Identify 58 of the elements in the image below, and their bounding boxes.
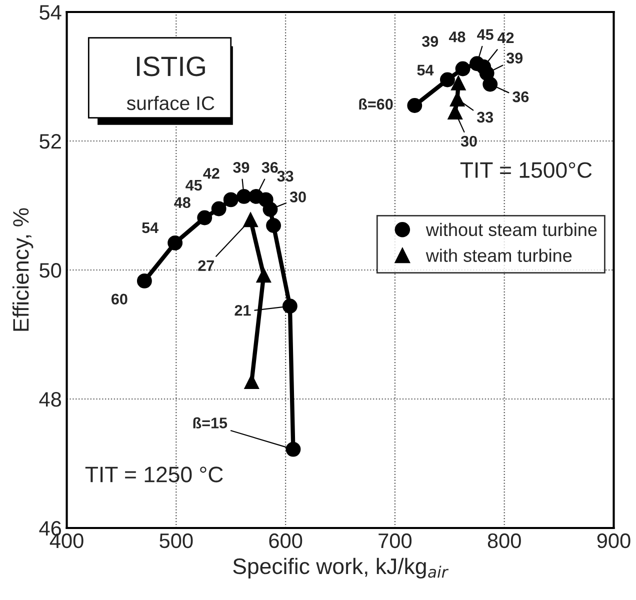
annotation: 36 bbox=[262, 162, 278, 173]
point bbox=[136, 274, 152, 288]
annotation: 36 bbox=[512, 91, 529, 102]
y-tick-label: 54 bbox=[40, 5, 62, 20]
y-tick-label: 50 bbox=[40, 263, 62, 278]
point bbox=[197, 210, 212, 226]
annotation: 48 bbox=[174, 197, 190, 208]
y-tick-label: 52 bbox=[40, 134, 61, 149]
annotation: 30 bbox=[460, 136, 477, 147]
annotation: 42 bbox=[498, 32, 514, 43]
point bbox=[455, 61, 470, 76]
point bbox=[211, 201, 226, 216]
x-axis-title: Specific work, kJ/kg$_{air}$ bbox=[233, 558, 449, 579]
point bbox=[168, 235, 183, 250]
annotation: 30 bbox=[290, 192, 306, 202]
point bbox=[448, 104, 463, 120]
annotation: 33 bbox=[476, 112, 494, 123]
x-tick-label: 500 bbox=[160, 533, 193, 548]
legend-label: without steam turbine bbox=[426, 222, 597, 236]
point bbox=[450, 92, 465, 107]
annotation: 54 bbox=[417, 64, 434, 76]
annotation: ß=15 bbox=[193, 417, 228, 428]
annotation: TIT = 1500°C bbox=[460, 162, 592, 178]
point bbox=[450, 75, 466, 90]
annotation: 45 bbox=[186, 180, 202, 191]
annotation: 33 bbox=[277, 170, 294, 182]
annotation: 39 bbox=[422, 36, 438, 47]
annotation: 42 bbox=[203, 168, 220, 179]
point bbox=[407, 98, 422, 113]
point bbox=[243, 212, 258, 228]
annotation: 48 bbox=[448, 31, 466, 42]
y-axis-title: Efficiency, % bbox=[12, 208, 34, 331]
x-tick-label: 800 bbox=[488, 533, 521, 548]
annotation: TIT = 1250 °C bbox=[85, 466, 223, 482]
annotation: 21 bbox=[234, 304, 251, 316]
point bbox=[223, 192, 238, 208]
annotation: 39 bbox=[233, 162, 250, 173]
point bbox=[262, 202, 278, 217]
x-tick-label: 700 bbox=[378, 533, 412, 548]
point bbox=[440, 72, 455, 88]
annotation: ß=60 bbox=[359, 98, 393, 110]
point bbox=[282, 298, 298, 314]
annotation: 45 bbox=[477, 29, 494, 40]
annotation: surface IC bbox=[126, 96, 214, 110]
annotation: 54 bbox=[142, 222, 158, 234]
point bbox=[266, 218, 281, 233]
annotation: 60 bbox=[112, 294, 128, 305]
point bbox=[286, 442, 301, 457]
x-tick-label: 600 bbox=[269, 533, 302, 548]
annotation: 39 bbox=[506, 52, 523, 64]
legend-label: with steam turbine bbox=[426, 248, 572, 262]
point bbox=[256, 268, 272, 283]
y-tick-label: 48 bbox=[39, 392, 62, 407]
x-tick-label: 900 bbox=[597, 533, 630, 548]
annotation: ISTIG bbox=[137, 56, 205, 76]
point bbox=[482, 76, 498, 92]
point bbox=[244, 374, 260, 390]
annotation: 27 bbox=[198, 260, 214, 271]
